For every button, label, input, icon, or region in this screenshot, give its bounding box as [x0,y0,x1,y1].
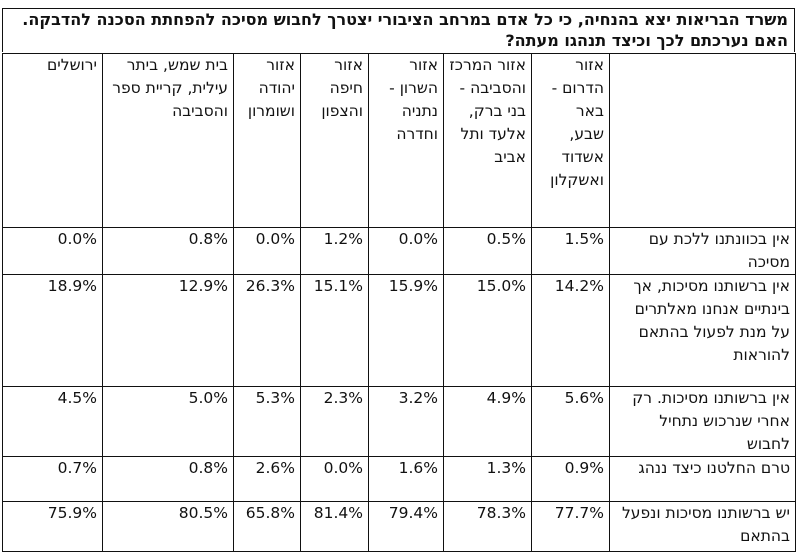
header-center: אזור המרכז והסביבה - בני ברק, אלעד ותל א… [443,53,532,228]
cell-value: 0.9% [531,456,610,502]
cell-value: 5.6% [531,386,610,457]
cell-value: 4.5% [2,386,103,457]
cell-value: 15.9% [368,274,444,387]
cell-value: 0.7% [2,456,103,502]
cell-value: 0.0% [233,227,301,275]
table-row: אין ברשותנו מסיכות, אך בינתיים אנחנו מאל… [2,274,796,387]
cell-value: 0.8% [102,227,234,275]
cell-value: 0.0% [368,227,444,275]
cell-value: 26.3% [233,274,301,387]
cell-value: 1.2% [300,227,369,275]
table-row: טרם החלטנו כיצד ננהג 0.9% 1.3% 1.6% 0.0%… [2,456,796,502]
cell-value: 78.3% [443,501,532,552]
cell-value: 18.9% [2,274,103,387]
header-south: אזור הדרום - באר שבע, אשדוד ואשקלון [531,53,610,228]
cell-value: 2.6% [233,456,301,502]
cell-value: 0.5% [443,227,532,275]
cell-value: 0.0% [300,456,369,502]
survey-table-view: משרד הבריאות יצא בהנחיה, כי כל אדם במרחב… [2,8,796,552]
cell-value: 65.8% [233,501,301,552]
header-jerusalem: ירושלים [2,53,103,228]
row-label: טרם החלטנו כיצד ננהג [609,456,796,502]
row-label: יש ברשותנו מסיכות ונפעל בהתאם [609,501,796,552]
header-corner [609,53,796,228]
cell-value: 75.9% [2,501,103,552]
cell-value: 0.0% [2,227,103,275]
cell-value: 1.5% [531,227,610,275]
cell-value: 15.1% [300,274,369,387]
cell-value: 1.6% [368,456,444,502]
cell-value: 80.5% [102,501,234,552]
cell-value: 2.3% [300,386,369,457]
cell-value: 1.3% [443,456,532,502]
results-table: אזור הדרום - באר שבע, אשדוד ואשקלון אזור… [2,53,796,552]
header-row: אזור הדרום - באר שבע, אשדוד ואשקלון אזור… [2,53,796,228]
survey-question-title: משרד הבריאות יצא בהנחיה, כי כל אדם במרחב… [2,8,795,52]
cell-value: 12.9% [102,274,234,387]
header-beit-shemesh: בית שמש, ביתר עילית, קריית ספר והסביבה [102,53,234,228]
cell-value: 15.0% [443,274,532,387]
row-label: אין בכוונתנו ללכת עם מסיכה [609,227,796,275]
row-label: אין ברשותנו מסיכות. רק אחרי שנרכוש נתחיל… [609,386,796,457]
header-judea-samaria: אזור יהודה ושומרון [233,53,301,228]
cell-value: 0.8% [102,456,234,502]
cell-value: 3.2% [368,386,444,457]
table-row: אין ברשותנו מסיכות. רק אחרי שנרכוש נתחיל… [2,386,796,457]
cell-value: 4.9% [443,386,532,457]
row-label: אין ברשותנו מסיכות, אך בינתיים אנחנו מאל… [609,274,796,387]
cell-value: 5.3% [233,386,301,457]
cell-value: 14.2% [531,274,610,387]
cell-value: 5.0% [102,386,234,457]
cell-value: 79.4% [368,501,444,552]
table-row: אין בכוונתנו ללכת עם מסיכה 1.5% 0.5% 0.0… [2,227,796,275]
header-sharon: אזור השרון - נתניה וחדרה [368,53,444,228]
header-haifa-north: אזור חיפה והצפון [300,53,369,228]
table-row: יש ברשותנו מסיכות ונפעל בהתאם 77.7% 78.3… [2,501,796,552]
cell-value: 81.4% [300,501,369,552]
cell-value: 77.7% [531,501,610,552]
